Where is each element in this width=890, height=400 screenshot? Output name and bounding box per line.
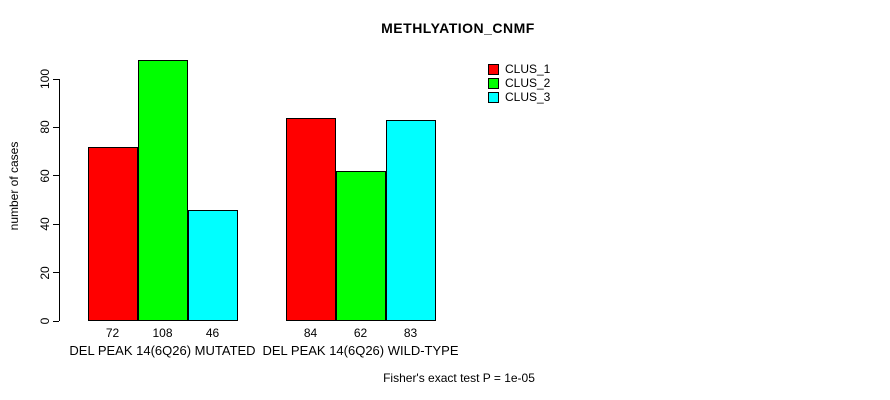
y-axis-tick-label: 40 — [38, 217, 52, 231]
y-axis-label: number of cases — [7, 141, 21, 231]
category-label: DEL PEAK 14(6Q26) MUTATED — [69, 343, 256, 358]
y-axis-tick-label: 100 — [38, 68, 52, 90]
chart-title: METHLYATION_CNMF — [381, 20, 535, 36]
bar-clus_3-group2 — [385, 120, 436, 321]
y-axis-tick-label: 80 — [38, 120, 52, 135]
legend-item-clus_2: CLUS_2 — [488, 76, 550, 90]
legend-item-clus_3: CLUS_3 — [488, 90, 550, 104]
bar-value-label: 84 — [303, 326, 318, 340]
legend: CLUS_1 CLUS_2 CLUS_3 — [488, 62, 550, 104]
bar-clus_2-group1 — [137, 59, 188, 321]
y-axis-tick — [53, 126, 59, 128]
bar-clus_1-group1 — [87, 146, 138, 321]
bar-value-label: 108 — [152, 326, 173, 340]
y-axis-tick — [53, 223, 59, 225]
bar-clus_2-group2 — [335, 170, 386, 321]
fisher-test-annotation: Fisher's exact test P = 1e-05 — [383, 371, 535, 385]
y-axis-tick — [53, 78, 59, 80]
bar-value-label: 46 — [205, 326, 220, 340]
legend-swatch-clus_1 — [488, 63, 499, 75]
y-axis-tick — [53, 272, 59, 274]
bar-clus_1-group2 — [285, 117, 336, 321]
legend-label: CLUS_2 — [505, 76, 551, 90]
legend-label: CLUS_3 — [505, 90, 551, 104]
bar-clus_3-group1 — [187, 209, 238, 321]
bar-value-label: 72 — [105, 326, 120, 340]
y-axis-tick — [53, 175, 59, 177]
y-axis-tick — [53, 320, 59, 322]
legend-swatch-clus_2 — [488, 77, 499, 89]
bar-value-label: 62 — [353, 326, 368, 340]
y-axis-tick-label: 60 — [38, 169, 52, 183]
bar-value-label: 83 — [403, 326, 418, 340]
legend-swatch-clus_3 — [488, 91, 499, 103]
y-axis-tick-label: 20 — [38, 265, 52, 280]
legend-item-clus_1: CLUS_1 — [488, 62, 550, 76]
legend-label: CLUS_1 — [505, 62, 551, 76]
y-axis-tick-label: 0 — [38, 317, 52, 325]
y-axis-line — [59, 79, 60, 321]
category-label: DEL PEAK 14(6Q26) WILD-TYPE — [262, 343, 459, 358]
